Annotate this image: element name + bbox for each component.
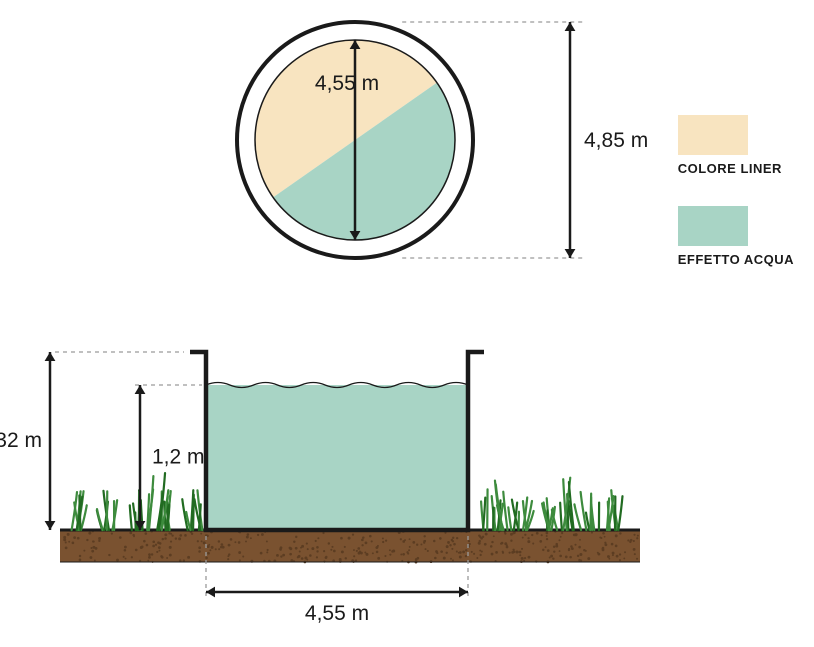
legend-water-label: EFFETTO ACQUA [678,252,794,267]
legend: COLORE LINER EFFETTO ACQUA [678,115,794,297]
wall-height-label: 1,32 m [0,429,42,452]
liner-swatch [678,115,748,155]
inner-diameter-label: 4,55 m [315,72,379,95]
pool-diagram: 4,55 m 4,85 m 1,32 m 1,2 m 4,55 m [0,0,814,647]
water-height-label: 1,2 m [152,446,205,469]
pool-width-label: 4,55 m [305,602,369,625]
legend-liner-label: COLORE LINER [678,161,782,176]
legend-item-water: EFFETTO ACQUA [678,206,794,267]
outer-diameter-label: 4,85 m [584,129,648,152]
water-swatch [678,206,748,246]
legend-item-liner: COLORE LINER [678,115,794,176]
